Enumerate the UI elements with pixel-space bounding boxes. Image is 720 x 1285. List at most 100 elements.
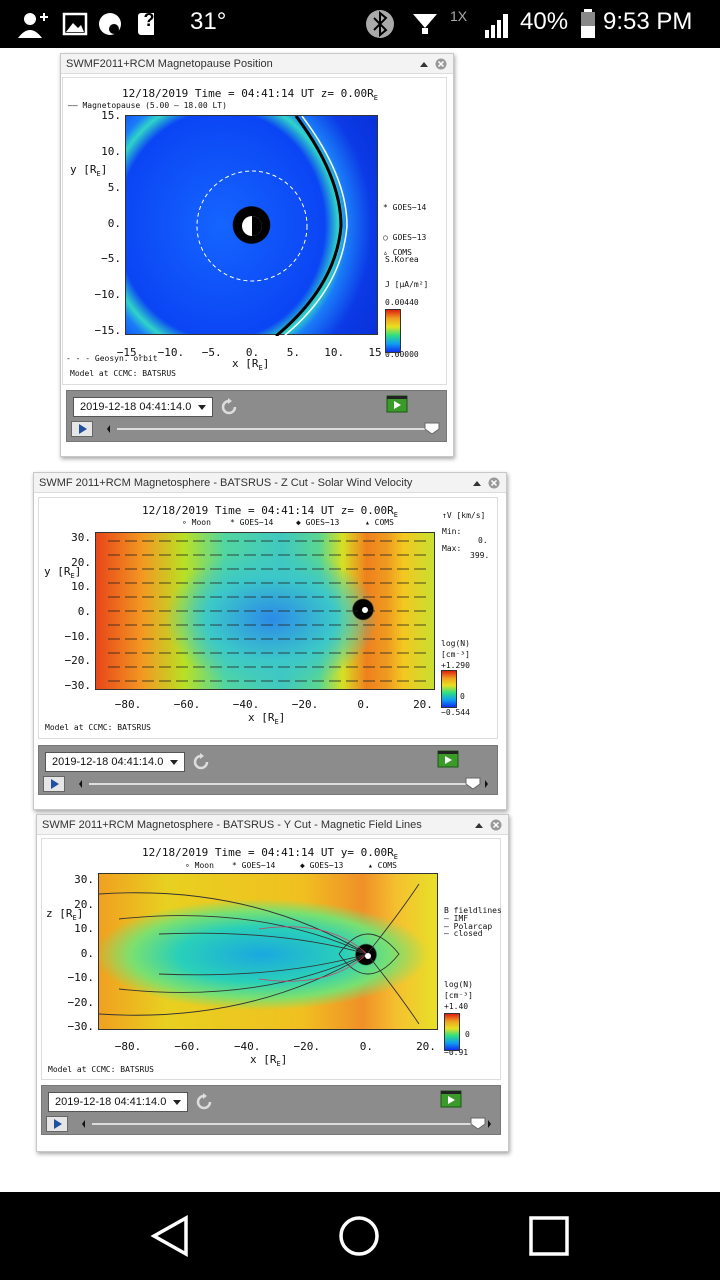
date-select[interactable]: 2019-12-18 04:41:14.0 [73,397,213,417]
recents-button[interactable] [529,1216,569,1256]
play-glyph [51,779,59,789]
plot-annotation: J [µA/m²] [385,280,429,289]
play-glyph [54,1119,62,1129]
y-tick-label: 10. [74,922,94,935]
plot-header-sub: E [393,853,398,862]
play-button[interactable] [71,421,93,437]
refresh-icon [193,753,209,770]
plot-footer: Model at CCMC: BATSRUS [70,369,176,378]
y-tick-label: 10. [101,144,121,158]
plot-annotation: +1.290 [441,661,470,670]
plot-header-sub: E [393,511,398,520]
play-glyph [79,424,87,434]
play-button[interactable] [43,776,65,792]
x-axis-label: x [RE] [250,1053,287,1068]
plot-annotation: ▵ COMS [383,248,412,257]
battery-icon [581,9,595,38]
battery-level: 40% [520,8,569,35]
colorbar [385,309,401,353]
plot-annotation: ▴ COMS [365,518,394,527]
play-button[interactable] [46,1116,68,1132]
time-slider [79,777,488,790]
y-tick-label: 0. [77,605,91,618]
date-select[interactable]: 2019-12-18 04:41:14.0 [45,752,185,772]
plot-annotation: 0 [460,692,465,701]
video-icon [437,750,459,768]
plot-annotation: ◆ GOES−13 [300,861,344,870]
y-tick-label: 5. [107,180,121,194]
plot-annotation: ↑V [km/s] [442,511,486,520]
y-tick-label: 0. [107,216,121,230]
playback-controls: 2019-12-18 04:41:14.0 [38,745,498,795]
nav-buttons [150,1215,569,1257]
y-axis-label-sub: E [96,170,101,179]
plot-annotation: 399. [470,551,490,560]
x-tick-label: 5. [286,346,300,359]
plot-image [95,532,435,690]
date-select[interactable]: 2019-12-18 04:41:14.0 [48,1092,188,1112]
y-tick-label: −20. [67,995,95,1009]
plot-annotation: —— Magnetopause (5.00 – 18.00 LT) [68,101,227,110]
x-tick-label: 10. [324,346,345,359]
plot-header-pre: 12/18/2019 Time = 04:41:14 UT z= 0.00R [122,87,374,100]
plot-annotation: 0 [465,1030,470,1039]
y-tick-label: −30. [64,679,92,692]
colorbar [444,1013,460,1051]
y-tick-label: 10. [71,580,91,594]
y-tick-label: −10. [94,288,122,302]
plot-header: 12/18/2019 Time = 04:41:14 UT y= 0.00RE [130,846,410,861]
x-tick-label: −20. [291,698,319,711]
x-tick-label: −20. [293,1040,321,1053]
x-tick-label: −60. [174,1040,201,1053]
plot-annotation: — closed [444,929,483,938]
x-axis-label-post: ] [280,1053,288,1066]
x-tick-label: −40. [232,698,260,711]
dropdown-arrow [173,1100,181,1105]
y-axis-label-sub: E [72,914,77,923]
plot-annotation: ◆ GOES−13 [296,518,340,527]
x-axis-label-sub: E [276,1060,281,1069]
y-axis-label: z [RE] [46,907,83,922]
plot-header-pre: 12/18/2019 Time = 04:41:14 UT y= 0.00R [142,846,394,859]
plot-header: 12/18/2019 Time = 04:41:14 UT z= 0.00RE [130,504,410,519]
y-axis-label-pre: y [R [44,565,71,578]
widget-panel: SWMF 2011+RCM Magnetosphere - BATSRUS - … [36,814,509,1152]
x-axis-label-post: ] [278,711,286,724]
x-tick-label: −40. [233,1040,261,1053]
widget-title-bar: SWMF 2011+RCM Magnetosphere - BATSRUS - … [34,473,506,493]
video-icon [440,1090,462,1108]
y-axis-label: y [RE] [70,163,107,178]
plot-annotation: log(N) [441,639,470,648]
date-value: 2019-12-18 04:41:14.0 [55,1096,167,1108]
plot-frame [41,838,501,1080]
plot-annotation: S.Korea [385,255,419,264]
widget-panel: SWMF2011+RCM Magnetopause Position 12/18/… [60,53,454,457]
y-tick-label: −30. [67,1020,95,1033]
x-axis-label: x [RE] [232,357,269,372]
plot-header-sub: E [373,94,378,103]
y-tick-label: 30. [71,531,91,544]
dropdown-arrow [198,405,206,410]
plot-image [98,873,438,1030]
plot-annotation: −0.544 [441,708,470,717]
y-axis-label-pre: y [R [70,163,97,176]
x-axis-label-sub: E [274,718,279,727]
y-axis-label: y [RE] [44,565,81,580]
x-tick-label: −5. [201,346,222,359]
date-value: 2019-12-18 04:41:14.0 [52,756,164,768]
plot-annotation: log(N) [444,980,473,989]
plot-frame [38,497,498,739]
help-icon: ? [143,10,155,30]
x-axis-label-sub: E [258,364,263,373]
y-tick-label: 15. [101,109,121,122]
plot-frame [62,77,447,385]
widget-title-bar: SWMF2011+RCM Magnetopause Position [61,54,453,74]
plot-image [125,115,378,336]
window-controls [420,58,447,70]
plot-annotation: ∘ Moon [185,861,214,870]
home-button[interactable] [339,1216,379,1256]
plot-annotation: ∘ Moon [182,518,211,527]
back-button[interactable] [150,1215,188,1257]
refresh-icon [196,1093,212,1110]
